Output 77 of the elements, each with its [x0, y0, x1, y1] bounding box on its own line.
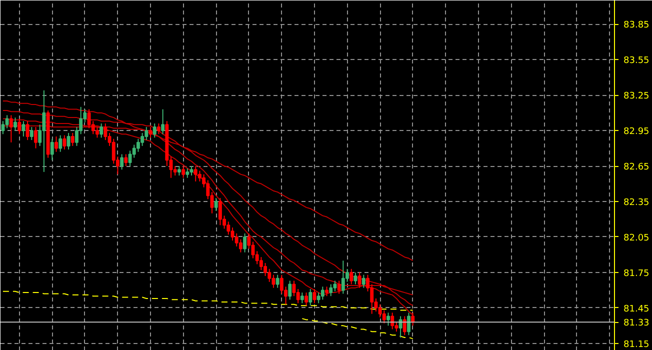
- candlestick: [58, 134, 62, 152]
- candlestick: [337, 280, 341, 294]
- candlestick: [100, 122, 104, 138]
- candlestick: [398, 316, 402, 338]
- candlestick: [194, 166, 198, 182]
- candlestick: [264, 262, 268, 277]
- candlestick: [320, 286, 324, 300]
- y-tick-label: 83.25: [624, 92, 650, 102]
- candlestick: [5, 114, 9, 129]
- candlestick: [308, 288, 312, 306]
- candlestick: [70, 132, 74, 146]
- candlestick: [42, 90, 46, 172]
- candlestick: [230, 227, 234, 242]
- candlestick: [350, 268, 354, 285]
- candlestick: [276, 274, 280, 288]
- candlestick: [120, 154, 124, 170]
- line-series: [302, 318, 414, 340]
- y-tick-label: 82.95: [624, 127, 650, 138]
- candlestick: [62, 134, 66, 150]
- candlestick: [390, 312, 394, 330]
- candlestick: [30, 126, 34, 141]
- candlestick: [186, 168, 190, 178]
- y-tick-label: 83.55: [624, 56, 650, 66]
- candlestick: [272, 274, 276, 288]
- candlestick: [140, 132, 144, 146]
- candlestick: [333, 280, 337, 292]
- candlestick: [177, 166, 181, 176]
- candlestick: [136, 138, 140, 152]
- candlestick: [161, 108, 165, 135]
- candlestick: [34, 126, 38, 149]
- candlestick: [18, 118, 22, 135]
- candlestick: [354, 272, 358, 285]
- candlestick: [341, 260, 345, 294]
- candlestick: [288, 280, 292, 300]
- y-tick-label: 82.05: [624, 233, 650, 244]
- candlestick: [243, 232, 247, 253]
- candlestick: [214, 197, 218, 212]
- candlestick: [22, 120, 26, 137]
- candlestick: [50, 138, 54, 161]
- candlestick: [96, 126, 99, 138]
- candlestick: [152, 122, 156, 138]
- candlestick: [66, 132, 70, 150]
- candlestick: [14, 117, 17, 132]
- candlestick: [182, 166, 186, 178]
- ref-line-label: 81.33: [624, 318, 650, 329]
- candlestick: [238, 238, 242, 253]
- candlestick: [358, 272, 362, 288]
- candlestick: [382, 310, 386, 324]
- y-tick-label: 83.85: [624, 20, 650, 31]
- candlestick: [54, 136, 58, 152]
- y-tick-label: 81.45: [624, 304, 650, 314]
- candlestick: [325, 286, 328, 297]
- candlestick: [198, 170, 202, 182]
- candlestick: [386, 312, 390, 326]
- candlestick: [1, 120, 5, 135]
- candlestick: [26, 120, 30, 141]
- candlestick: [9, 114, 13, 143]
- y-tick-label: 81.15: [624, 340, 650, 350]
- candlestick: [280, 274, 284, 294]
- candlestick: [104, 122, 108, 141]
- candlestick: [402, 316, 406, 336]
- candlestick: [190, 166, 194, 176]
- y-tick-label: 82.35: [624, 198, 650, 208]
- candlestick: [292, 280, 296, 297]
- candlestick: [304, 292, 308, 306]
- candlestick: [407, 312, 410, 336]
- candlestick: [156, 122, 160, 135]
- y-tick-label: 81.75: [624, 268, 650, 279]
- candlestick: [259, 256, 263, 271]
- candlestick: [312, 288, 316, 304]
- candlestick: [329, 284, 333, 297]
- candlestick: [148, 126, 152, 138]
- y-tick-label: 82.65: [624, 162, 650, 173]
- candlestick: [218, 197, 222, 226]
- candlestick: [124, 154, 128, 167]
- candlestick: [362, 274, 366, 288]
- candlestick: [300, 292, 304, 304]
